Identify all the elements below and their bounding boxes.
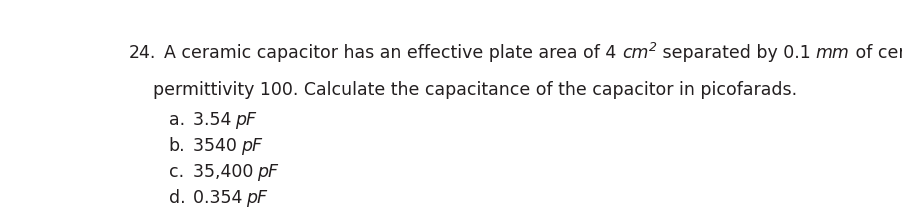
Text: 24.: 24. [128, 43, 155, 62]
Text: permittivity 100. Calculate the capacitance of the capacitor in picofarads.: permittivity 100. Calculate the capacita… [153, 81, 796, 99]
Text: a.: a. [169, 112, 185, 129]
Text: d.: d. [169, 189, 185, 207]
Text: pF: pF [246, 189, 267, 207]
Text: A ceramic capacitor has an effective plate area of 4: A ceramic capacitor has an effective pla… [153, 43, 621, 62]
Text: mm: mm [815, 43, 849, 62]
Text: of ceramic of relative: of ceramic of relative [849, 43, 902, 62]
Text: c.: c. [169, 163, 184, 181]
Text: pF: pF [257, 163, 278, 181]
Text: 2: 2 [648, 41, 656, 54]
Text: cm: cm [621, 43, 648, 62]
Text: 3540: 3540 [193, 137, 241, 155]
Text: 3.54: 3.54 [193, 112, 235, 129]
Text: b.: b. [169, 137, 185, 155]
Text: pF: pF [241, 137, 262, 155]
Text: separated by 0.1: separated by 0.1 [656, 43, 815, 62]
Text: 35,400: 35,400 [193, 163, 257, 181]
Text: pF: pF [235, 112, 256, 129]
Text: 0.354: 0.354 [193, 189, 246, 207]
